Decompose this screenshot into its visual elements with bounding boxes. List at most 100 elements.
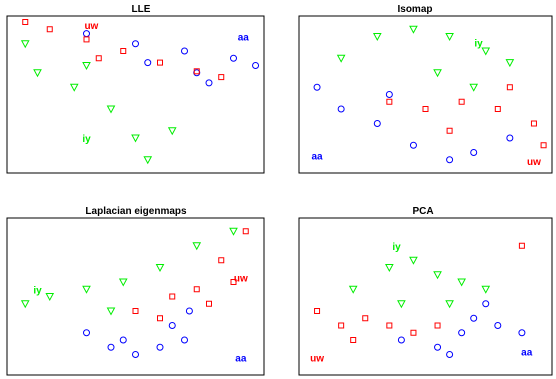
data-point-iy: [481, 47, 491, 56]
data-point-aa: [373, 120, 381, 127]
class-label-uw: uw: [234, 274, 248, 285]
data-point-iy: [106, 307, 116, 316]
data-point-aa: [458, 329, 466, 337]
data-point-aa: [119, 336, 127, 344]
data-point-aa: [506, 134, 514, 142]
data-point-aa: [518, 329, 526, 337]
panel-title: LLE: [132, 4, 151, 15]
data-point-iy: [445, 33, 454, 42]
plot-frame: [6, 15, 265, 174]
data-point-aa: [107, 343, 115, 351]
data-point-uw: [434, 322, 441, 329]
class-label-iy: iy: [474, 38, 483, 49]
data-point-aa: [482, 300, 490, 308]
plot-area: iy uw aa: [20, 227, 249, 364]
data-point-uw: [46, 26, 53, 33]
data-point-uw: [157, 59, 163, 66]
panel-title: Laplacian eigenmaps: [85, 206, 187, 217]
data-point-aa: [156, 343, 164, 351]
data-point-iy: [336, 54, 346, 63]
data-point-uw: [218, 257, 225, 264]
data-point-uw: [530, 120, 537, 127]
class-label-uw: uw: [527, 157, 541, 168]
data-point-aa: [470, 149, 478, 156]
data-point-uw: [120, 48, 127, 54]
plot-area: uw aa iy: [20, 19, 260, 165]
data-point-iy: [409, 25, 418, 34]
data-point-iy: [20, 300, 30, 309]
panel-pca: PCA iy uw aa: [298, 206, 553, 376]
data-point-uw: [230, 279, 237, 285]
data-point-iy: [82, 62, 91, 71]
data-point-aa: [144, 59, 152, 67]
data-point-aa: [409, 141, 417, 149]
plot-frame: [298, 15, 553, 174]
data-point-iy: [445, 300, 454, 309]
data-point-iy: [481, 285, 491, 294]
data-point-aa: [337, 105, 345, 113]
data-point-iy: [20, 40, 30, 49]
data-point-iy: [143, 156, 153, 165]
data-point-aa: [446, 156, 454, 164]
data-point-iy: [82, 285, 91, 294]
data-point-iy: [409, 256, 418, 265]
data-point-uw: [350, 337, 357, 343]
data-point-uw: [22, 19, 29, 25]
data-point-aa: [397, 336, 405, 344]
data-point-uw: [386, 98, 393, 105]
data-point-iy: [118, 278, 128, 287]
plot-frame: [6, 217, 265, 376]
data-point-uw: [193, 286, 200, 293]
data-point-aa: [385, 91, 393, 98]
class-label-aa: aa: [235, 353, 247, 364]
data-point-iy: [45, 293, 55, 302]
data-point-uw: [458, 98, 465, 105]
data-point-iy: [505, 59, 515, 68]
data-point-uw: [422, 106, 429, 112]
data-point-aa: [83, 329, 90, 337]
data-point-iy: [385, 264, 394, 273]
data-point-uw: [169, 293, 176, 300]
data-point-iy: [229, 227, 238, 236]
panel-title: Isomap: [397, 4, 432, 15]
data-point-iy: [457, 278, 466, 287]
class-label-uw: uw: [84, 21, 98, 32]
data-point-uw: [218, 74, 225, 81]
data-point-iy: [155, 264, 165, 273]
data-point-aa: [494, 322, 502, 329]
data-point-uw: [506, 84, 513, 91]
data-point-iy: [167, 127, 177, 136]
data-point-aa: [230, 54, 237, 62]
class-label-aa: aa: [238, 33, 250, 44]
class-label-iy: iy: [82, 134, 91, 145]
data-point-uw: [362, 315, 369, 322]
data-point-iy: [469, 83, 479, 92]
data-point-uw: [446, 127, 453, 134]
data-point-iy: [33, 69, 42, 78]
class-label-aa: aa: [311, 151, 323, 162]
data-point-uw: [518, 242, 525, 249]
panel-isomap: Isomap iy aa uw: [298, 4, 553, 174]
data-point-iy: [192, 242, 202, 251]
data-point-uw: [132, 308, 139, 314]
data-point-iy: [372, 33, 382, 42]
data-point-aa: [185, 307, 193, 315]
panel-lle: LLE uw aa iy: [6, 4, 265, 174]
data-point-uw: [95, 55, 102, 62]
data-point-iy: [433, 69, 442, 78]
data-point-uw: [83, 36, 90, 43]
panel-title: PCA: [412, 206, 433, 217]
data-point-iy: [433, 271, 442, 280]
class-label-aa: aa: [521, 348, 533, 359]
class-label-iy: iy: [392, 242, 401, 253]
data-point-aa: [470, 314, 478, 322]
data-point-aa: [132, 40, 139, 48]
plot-frame: [298, 217, 553, 376]
data-point-iy: [397, 300, 406, 309]
data-point-uw: [193, 68, 200, 75]
data-point-uw: [157, 315, 163, 322]
data-point-uw: [386, 322, 393, 329]
data-point-iy: [106, 105, 116, 114]
data-point-aa: [168, 322, 176, 329]
